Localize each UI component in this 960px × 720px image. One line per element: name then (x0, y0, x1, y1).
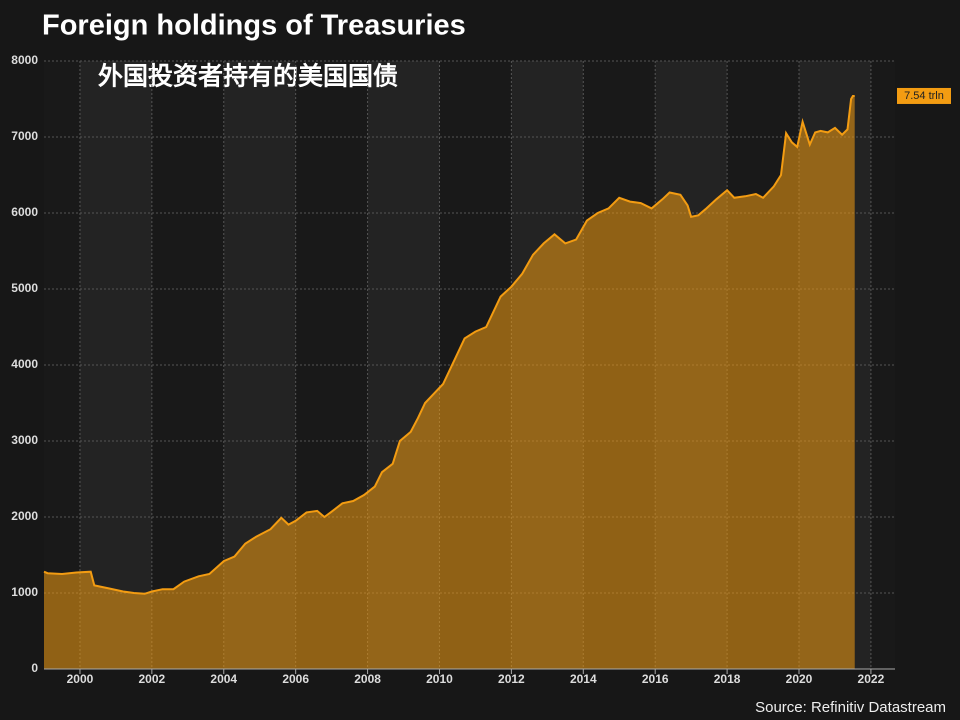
x-tick-label: 2018 (714, 672, 741, 686)
x-tick-label: 2002 (139, 672, 166, 686)
x-tick-label: 2004 (210, 672, 237, 686)
chart-title: Foreign holdings of Treasuries (42, 10, 466, 42)
y-tick-label: 6000 (11, 205, 38, 219)
y-tick-label: 3000 (11, 433, 38, 447)
line (43, 95, 855, 595)
y-tick-label: 5000 (11, 281, 38, 295)
plot-band (870, 61, 895, 669)
plot-band (151, 61, 224, 669)
x-tick-label: 2012 (498, 672, 525, 686)
x-tick-label: 2022 (858, 672, 885, 686)
x-tick-label: 2006 (282, 672, 309, 686)
plot-band (79, 61, 152, 669)
x-tick-label: 2010 (426, 672, 453, 686)
y-tick-label: 1000 (11, 585, 38, 599)
y-tick-label: 7000 (11, 129, 38, 143)
annotation-box (897, 87, 951, 104)
y-tick-label: 4000 (11, 357, 38, 371)
source: Source: Refinitiv Datastream (755, 699, 946, 716)
annotation: 7.54 trln (904, 90, 944, 102)
y-tick-label: 0 (31, 661, 38, 675)
x-tick-label: 2016 (642, 672, 669, 686)
y-tick-label: 8000 (11, 53, 38, 67)
x-tick-label: 2020 (786, 672, 813, 686)
x-tick-label: 2000 (67, 672, 94, 686)
y-tick-label: 2000 (11, 509, 38, 523)
area (44, 96, 855, 669)
x-tick-label: 2014 (570, 672, 597, 686)
x-tick-label: 2008 (354, 672, 381, 686)
chart-subtitle: 外国投资者持有的美国国债 (98, 62, 398, 91)
